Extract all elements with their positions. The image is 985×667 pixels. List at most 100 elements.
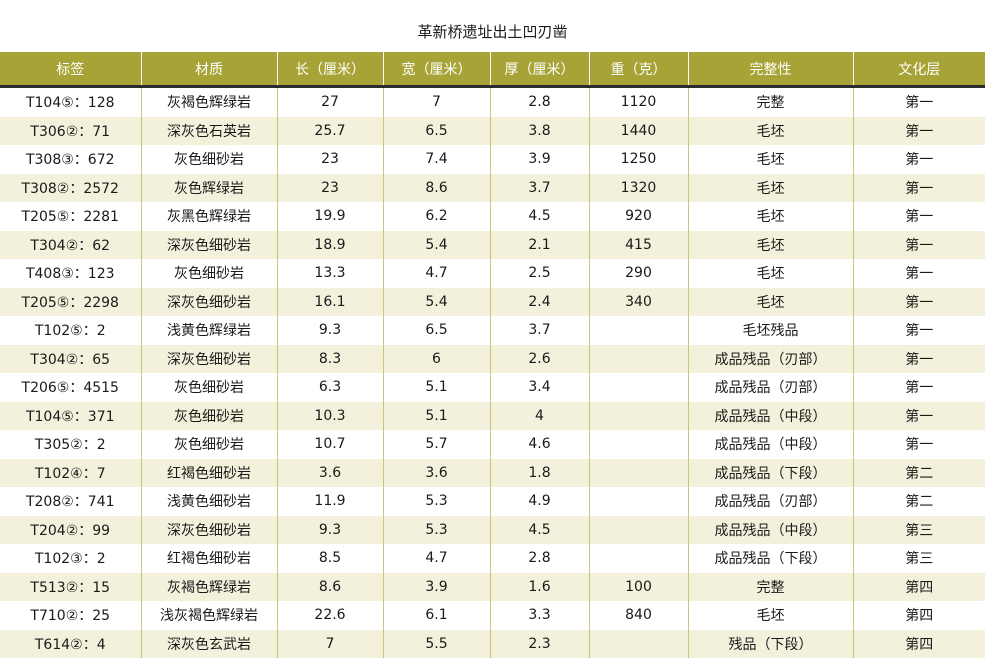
table-row: T513②：15 灰褐色辉绿岩 8.6 3.9 1.6 100 完整 第四 bbox=[0, 572, 985, 601]
cell-label: T205⑤：2298 bbox=[0, 287, 142, 316]
cell-layer: 第一 bbox=[853, 173, 985, 202]
cell-layer: 第一 bbox=[853, 316, 985, 345]
header-cell-integrity: 完整性 bbox=[688, 52, 854, 88]
cell-integrity: 毛坯 bbox=[688, 287, 854, 316]
cell-length: 23 bbox=[277, 173, 384, 202]
table-row: T102③：2 红褐色细砂岩 8.5 4.7 2.8 成品残品（下段） 第三 bbox=[0, 544, 985, 573]
cell-width: 5.5 bbox=[383, 629, 491, 658]
cell-weight: 100 bbox=[589, 572, 689, 601]
table-row: T306②：71 深灰色石英岩 25.7 6.5 3.8 1440 毛坯 第一 bbox=[0, 116, 985, 145]
cell-label: T304②：62 bbox=[0, 230, 142, 259]
cell-integrity: 毛坯 bbox=[688, 145, 854, 174]
cell-label: T306②：71 bbox=[0, 116, 142, 145]
cell-thickness: 2.6 bbox=[490, 344, 590, 373]
cell-layer: 第一 bbox=[853, 116, 985, 145]
cell-label: T104⑤：128 bbox=[0, 86, 142, 117]
cell-width: 4.7 bbox=[383, 544, 491, 573]
cell-width: 6.1 bbox=[383, 601, 491, 630]
cell-label: T102④：7 bbox=[0, 458, 142, 487]
cell-weight: 920 bbox=[589, 202, 689, 231]
cell-width: 5.4 bbox=[383, 230, 491, 259]
cell-weight: 1440 bbox=[589, 116, 689, 145]
cell-layer: 第一 bbox=[853, 86, 985, 117]
cell-weight: 415 bbox=[589, 230, 689, 259]
cell-integrity: 毛坯 bbox=[688, 259, 854, 288]
cell-layer: 第一 bbox=[853, 344, 985, 373]
cell-width: 6.5 bbox=[383, 116, 491, 145]
cell-integrity: 毛坯 bbox=[688, 230, 854, 259]
cell-material: 灰色细砂岩 bbox=[141, 401, 278, 430]
cell-weight bbox=[589, 344, 689, 373]
cell-length: 19.9 bbox=[277, 202, 384, 231]
cell-integrity: 成品残品（刃部） bbox=[688, 373, 854, 402]
cell-weight bbox=[589, 373, 689, 402]
cell-material: 浅黄色细砂岩 bbox=[141, 487, 278, 516]
table-row: T208②：741 浅黄色细砂岩 11.9 5.3 4.9 成品残品（刃部） 第二 bbox=[0, 487, 985, 516]
table-row: T710②：25 浅灰褐色辉绿岩 22.6 6.1 3.3 840 毛坯 第四 bbox=[0, 601, 985, 630]
cell-length: 9.3 bbox=[277, 515, 384, 544]
cell-length: 3.6 bbox=[277, 458, 384, 487]
cell-integrity: 毛坯 bbox=[688, 202, 854, 231]
cell-width: 5.7 bbox=[383, 430, 491, 459]
cell-layer: 第一 bbox=[853, 287, 985, 316]
cell-thickness: 3.4 bbox=[490, 373, 590, 402]
cell-layer: 第四 bbox=[853, 601, 985, 630]
cell-thickness: 4 bbox=[490, 401, 590, 430]
table-row: T104⑤：371 灰色细砂岩 10.3 5.1 4 成品残品（中段） 第一 bbox=[0, 401, 985, 430]
cell-label: T104⑤：371 bbox=[0, 401, 142, 430]
cell-material: 灰色细砂岩 bbox=[141, 430, 278, 459]
cell-integrity: 成品残品（刃部） bbox=[688, 344, 854, 373]
cell-label: T102③：2 bbox=[0, 544, 142, 573]
cell-material: 灰色辉绿岩 bbox=[141, 173, 278, 202]
cell-material: 深灰色玄武岩 bbox=[141, 629, 278, 658]
cell-layer: 第一 bbox=[853, 259, 985, 288]
table-row: T104⑤：128 灰褐色辉绿岩 27 7 2.8 1120 完整 第一 bbox=[0, 86, 985, 117]
cell-length: 8.3 bbox=[277, 344, 384, 373]
cell-weight bbox=[589, 316, 689, 345]
cell-weight bbox=[589, 487, 689, 516]
table-body: T104⑤：128 灰褐色辉绿岩 27 7 2.8 1120 完整 第一 T306②：71 深灰色… bbox=[0, 86, 985, 658]
cell-thickness: 1.8 bbox=[490, 458, 590, 487]
table-row: T308②：2572 灰色辉绿岩 23 8.6 3.7 1320 毛坯 第一 bbox=[0, 173, 985, 202]
cell-length: 25.7 bbox=[277, 116, 384, 145]
cell-layer: 第二 bbox=[853, 487, 985, 516]
cell-width: 6.5 bbox=[383, 316, 491, 345]
cell-length: 27 bbox=[277, 86, 384, 117]
cell-width: 7.4 bbox=[383, 145, 491, 174]
cell-material: 灰褐色辉绿岩 bbox=[141, 86, 278, 117]
cell-label: T305②：2 bbox=[0, 430, 142, 459]
cell-weight bbox=[589, 629, 689, 658]
cell-length: 11.9 bbox=[277, 487, 384, 516]
cell-label: T614②：4 bbox=[0, 629, 142, 658]
cell-thickness: 1.6 bbox=[490, 572, 590, 601]
cell-label: T710②：25 bbox=[0, 601, 142, 630]
cell-thickness: 2.8 bbox=[490, 86, 590, 117]
header-cell-material: 材质 bbox=[141, 52, 278, 88]
cell-width: 5.1 bbox=[383, 373, 491, 402]
cell-material: 深灰色细砂岩 bbox=[141, 515, 278, 544]
table-row: T206⑤：4515 灰色细砂岩 6.3 5.1 3.4 成品残品（刃部） 第一 bbox=[0, 373, 985, 402]
cell-material: 深灰色细砂岩 bbox=[141, 344, 278, 373]
cell-length: 13.3 bbox=[277, 259, 384, 288]
cell-material: 深灰色细砂岩 bbox=[141, 287, 278, 316]
cell-weight bbox=[589, 430, 689, 459]
cell-integrity: 成品残品（下段） bbox=[688, 544, 854, 573]
table-row: T102④：7 红褐色细砂岩 3.6 3.6 1.8 成品残品（下段） 第二 bbox=[0, 458, 985, 487]
cell-width: 6.2 bbox=[383, 202, 491, 231]
cell-integrity: 毛坯残品 bbox=[688, 316, 854, 345]
cell-thickness: 2.5 bbox=[490, 259, 590, 288]
cell-weight bbox=[589, 544, 689, 573]
cell-integrity: 成品残品（中段） bbox=[688, 401, 854, 430]
cell-layer: 第一 bbox=[853, 430, 985, 459]
cell-length: 7 bbox=[277, 629, 384, 658]
cell-material: 灰色细砂岩 bbox=[141, 259, 278, 288]
cell-integrity: 毛坯 bbox=[688, 601, 854, 630]
header-cell-width: 宽（厘米） bbox=[383, 52, 491, 88]
cell-layer: 第四 bbox=[853, 572, 985, 601]
cell-width: 8.6 bbox=[383, 173, 491, 202]
cell-thickness: 3.7 bbox=[490, 316, 590, 345]
cell-weight: 1320 bbox=[589, 173, 689, 202]
cell-layer: 第一 bbox=[853, 202, 985, 231]
cell-length: 10.3 bbox=[277, 401, 384, 430]
cell-material: 灰色细砂岩 bbox=[141, 373, 278, 402]
